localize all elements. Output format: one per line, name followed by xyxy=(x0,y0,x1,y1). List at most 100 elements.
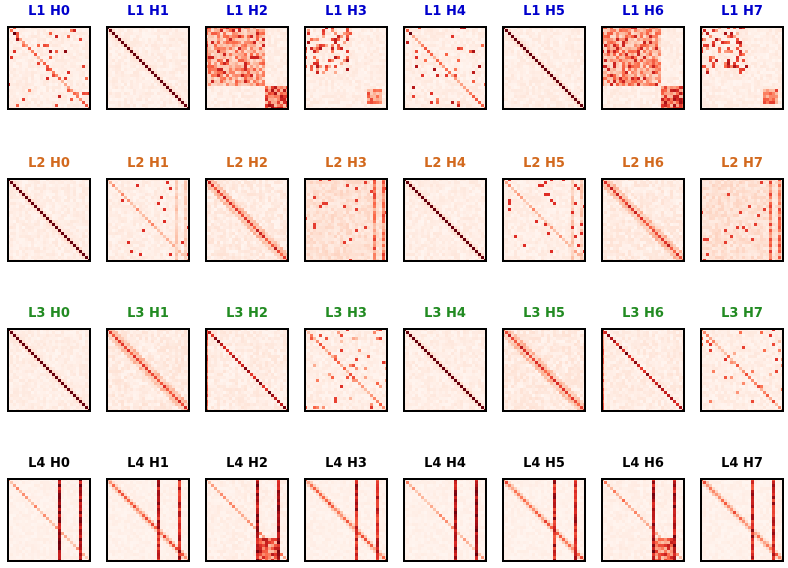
heatmap-cell xyxy=(40,74,44,78)
heatmap-cell xyxy=(283,74,287,78)
heatmap-cell xyxy=(61,32,65,36)
heatmap-cell xyxy=(406,50,410,54)
heatmap-cell xyxy=(166,74,170,78)
heatmap-cell xyxy=(280,89,284,93)
heatmap-cell xyxy=(55,62,59,66)
heatmap-cell xyxy=(607,38,611,42)
heatmap-cell xyxy=(463,101,467,105)
heatmap-cell xyxy=(142,50,146,54)
heatmap-cell xyxy=(364,68,368,72)
heatmap-cell xyxy=(349,35,353,39)
heatmap-cell xyxy=(274,83,278,87)
heatmap-cell xyxy=(157,56,161,60)
heatmap-cell xyxy=(565,32,569,36)
heatmap-cell xyxy=(142,86,146,90)
heatmap-cell xyxy=(466,68,470,72)
heatmap-cell xyxy=(238,98,242,102)
heatmap-cell xyxy=(418,89,422,93)
heatmap-cell xyxy=(361,59,365,63)
heatmap-cell xyxy=(13,68,17,72)
heatmap-cell xyxy=(181,32,185,36)
heatmap-cell xyxy=(475,77,479,81)
heatmap-cell xyxy=(232,98,236,102)
heatmap-cell xyxy=(580,59,584,63)
heatmap-cell xyxy=(109,41,113,45)
heatmap-cell xyxy=(40,44,44,48)
heatmap-cell xyxy=(478,50,482,54)
heatmap-cell xyxy=(235,32,239,36)
heatmap-cell xyxy=(145,56,149,60)
heatmap-cell xyxy=(556,53,560,57)
heatmap-cell xyxy=(139,38,143,42)
heatmap-cell xyxy=(451,80,455,84)
heatmap-cell xyxy=(124,89,128,93)
heatmap-cell xyxy=(445,35,449,39)
heatmap-cell xyxy=(655,32,659,36)
heatmap-cell xyxy=(517,77,521,81)
heatmap-cell xyxy=(373,50,377,54)
heatmap-cell xyxy=(364,50,368,54)
heatmap-cell xyxy=(649,41,653,45)
heatmap-cell xyxy=(28,56,32,60)
heatmap-cell xyxy=(238,59,242,63)
heatmap-cell xyxy=(115,56,119,60)
heatmap-cell xyxy=(313,98,317,102)
heatmap-cell xyxy=(520,53,524,57)
heatmap-cell xyxy=(406,68,410,72)
heatmap-cell xyxy=(451,44,455,48)
heatmap-cell xyxy=(322,68,326,72)
heatmap-cell xyxy=(220,74,224,78)
heatmap-cell xyxy=(274,29,278,33)
heatmap-cell xyxy=(265,41,269,45)
heatmap-cell xyxy=(43,104,47,108)
heatmap-cell xyxy=(628,32,632,36)
heatmap-cell xyxy=(316,29,320,33)
heatmap-cell xyxy=(31,95,35,99)
heatmap-cell xyxy=(526,83,530,87)
heatmap-cell xyxy=(253,104,257,108)
heatmap-cell xyxy=(250,32,254,36)
heatmap-cell xyxy=(28,32,32,36)
heatmap-cell xyxy=(10,38,14,42)
heatmap-cell xyxy=(139,65,143,69)
heatmap-cell xyxy=(439,41,443,45)
heatmap-cell xyxy=(271,35,275,39)
heatmap-cell xyxy=(16,71,20,75)
heatmap-cell xyxy=(82,38,86,42)
heatmap-cell xyxy=(640,47,644,51)
heatmap-cell xyxy=(64,74,68,78)
heatmap-cell xyxy=(46,92,50,96)
heatmap-cell xyxy=(148,65,152,69)
heatmap-cell xyxy=(406,59,410,63)
heatmap-cell xyxy=(280,98,284,102)
heatmap-cell xyxy=(580,35,584,39)
heatmap-cell xyxy=(307,56,311,60)
heatmap-cell xyxy=(43,74,47,78)
heatmap-cell xyxy=(511,53,515,57)
heatmap-cell xyxy=(469,68,473,72)
heatmap-cell xyxy=(250,68,254,72)
heatmap-cell xyxy=(238,41,242,45)
heatmap-cell xyxy=(358,44,362,48)
heatmap-cell xyxy=(67,104,71,108)
heatmap-cell xyxy=(661,47,665,51)
heatmap-cell xyxy=(19,80,23,84)
heatmap-cell xyxy=(382,59,386,63)
heatmap-cell xyxy=(445,56,449,60)
heatmap-cell xyxy=(247,62,251,66)
heatmap-cell xyxy=(352,77,356,81)
heatmap-cell xyxy=(175,50,179,54)
heatmap-cell xyxy=(382,95,386,99)
heatmap-cell xyxy=(430,32,434,36)
heatmap-cell xyxy=(226,71,230,75)
heatmap-cell xyxy=(379,47,383,51)
heatmap-cell xyxy=(157,80,161,84)
heatmap-cell xyxy=(16,80,20,84)
heatmap-cell xyxy=(442,71,446,75)
heatmap-cell xyxy=(25,104,29,108)
heatmap-cell xyxy=(244,74,248,78)
heatmap-cell xyxy=(76,65,80,69)
heatmap-cell xyxy=(82,56,86,60)
heatmap-cell xyxy=(520,41,524,45)
heatmap-cell xyxy=(568,59,572,63)
